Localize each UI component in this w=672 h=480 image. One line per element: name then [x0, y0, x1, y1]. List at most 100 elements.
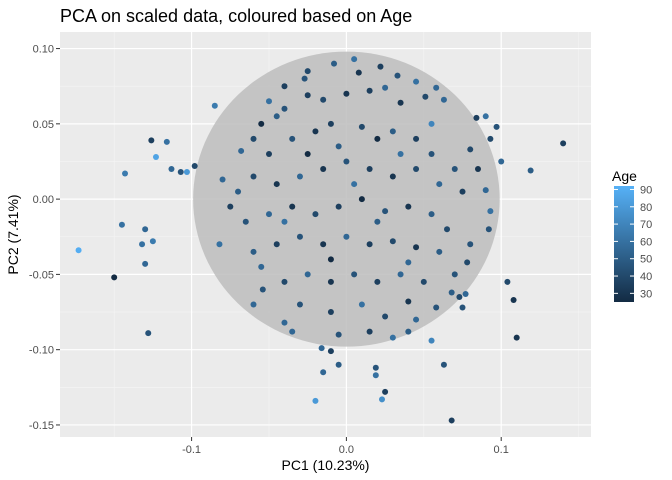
data-point: [327, 256, 334, 263]
data-point: [405, 328, 412, 335]
data-point: [211, 102, 218, 109]
data-point: [296, 233, 303, 240]
data-point: [510, 296, 517, 303]
data-point: [265, 150, 272, 157]
legend-tick-label: 40: [640, 271, 652, 283]
data-point: [397, 150, 404, 157]
data-point: [265, 211, 272, 218]
data-point: [372, 364, 379, 371]
x-axis-title: PC1 (10.23%): [282, 457, 370, 473]
data-point: [428, 211, 435, 218]
data-point: [258, 263, 265, 270]
data-point: [312, 128, 319, 135]
data-point: [413, 316, 420, 323]
data-point: [227, 203, 234, 210]
x-tick-label: -0.1: [182, 444, 201, 456]
legend-tick-label: 70: [640, 219, 652, 231]
data-point: [389, 334, 396, 341]
data-point: [374, 218, 381, 225]
confidence-ellipse: [193, 51, 500, 347]
data-point: [358, 196, 365, 203]
data-point: [413, 78, 420, 85]
data-point: [242, 218, 249, 225]
data-point: [451, 166, 458, 173]
data-point: [560, 140, 567, 147]
data-point: [467, 146, 474, 153]
data-point: [397, 271, 404, 278]
data-point: [183, 169, 190, 176]
data-point: [420, 278, 427, 285]
data-point: [281, 83, 288, 90]
data-point: [374, 278, 381, 285]
data-point: [111, 274, 118, 281]
x-tick-label: 0.0: [339, 444, 354, 456]
data-point: [335, 203, 342, 210]
data-point: [304, 92, 311, 99]
data-point: [301, 75, 308, 82]
data-point: [296, 301, 303, 308]
data-point: [273, 113, 280, 120]
data-point: [405, 203, 412, 210]
data-point: [281, 218, 288, 225]
data-point: [139, 241, 146, 248]
data-point: [235, 188, 242, 195]
data-point: [487, 135, 494, 142]
data-point: [75, 247, 82, 254]
data-point: [358, 301, 365, 308]
data-point: [118, 221, 125, 228]
data-point: [464, 259, 471, 266]
data-point: [335, 361, 342, 368]
data-point: [265, 98, 272, 105]
x-tick-label: 0.1: [494, 444, 509, 456]
legend-tick-label: 30: [640, 288, 652, 300]
data-point: [389, 238, 396, 245]
data-point: [152, 153, 159, 160]
data-point: [372, 372, 379, 379]
legend-tick-label: 60: [640, 236, 652, 248]
data-point: [413, 166, 420, 173]
data-point: [366, 328, 373, 335]
data-point: [331, 60, 338, 67]
data-point: [379, 396, 386, 403]
data-point: [149, 238, 156, 245]
data-point: [273, 181, 280, 188]
y-tick-label: -0.05: [29, 269, 54, 281]
data-point: [318, 345, 325, 352]
data-point: [289, 203, 296, 210]
data-point: [281, 278, 288, 285]
data-point: [382, 313, 389, 320]
data-point: [250, 301, 257, 308]
data-point: [366, 166, 373, 173]
age-legend: Age 90 80 70 60 50 40 30: [612, 168, 652, 302]
data-point: [304, 68, 311, 75]
data-point: [259, 286, 266, 293]
data-point: [122, 170, 129, 177]
legend-tick-label: 90: [640, 184, 652, 196]
data-point: [216, 241, 223, 248]
data-point: [474, 166, 481, 173]
data-point: [513, 334, 520, 341]
y-tick-label: 0.05: [33, 119, 54, 131]
data-point: [428, 120, 435, 127]
data-point: [351, 56, 358, 63]
data-point: [485, 226, 492, 233]
data-point: [473, 114, 480, 121]
data-point: [343, 90, 350, 97]
data-point: [459, 304, 466, 311]
data-point: [382, 208, 389, 215]
data-point: [304, 271, 311, 278]
data-point: [374, 135, 381, 142]
data-point: [377, 63, 384, 70]
legend-ticks: 90 80 70 60 50 40 30: [614, 184, 652, 300]
data-point: [304, 150, 311, 157]
data-point: [191, 162, 198, 169]
legend-title: Age: [612, 168, 637, 184]
y-tick-label: -0.15: [29, 420, 54, 432]
data-point: [482, 113, 489, 120]
data-point: [148, 137, 155, 144]
data-point: [142, 260, 149, 267]
data-point: [436, 248, 443, 255]
data-point: [145, 330, 152, 337]
data-point: [250, 173, 257, 180]
